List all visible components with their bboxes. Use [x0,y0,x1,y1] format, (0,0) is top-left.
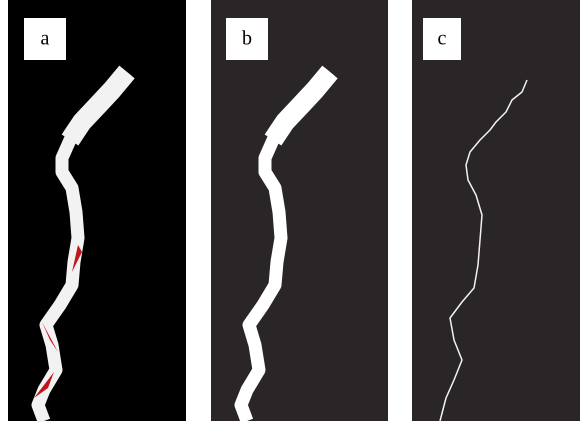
panel-background [412,0,580,421]
page: a b c (() => { const data = JSON.parse(d… [0,0,582,423]
panel-b: b [211,0,388,421]
panel-label: a [41,28,50,50]
panel-label: c [438,28,447,50]
panel-c: c [412,0,580,421]
panel-background [211,0,388,421]
panel-background [8,0,186,421]
panel-label: b [242,28,252,50]
panel-a: a [8,0,186,421]
figure: a b c [0,0,582,423]
